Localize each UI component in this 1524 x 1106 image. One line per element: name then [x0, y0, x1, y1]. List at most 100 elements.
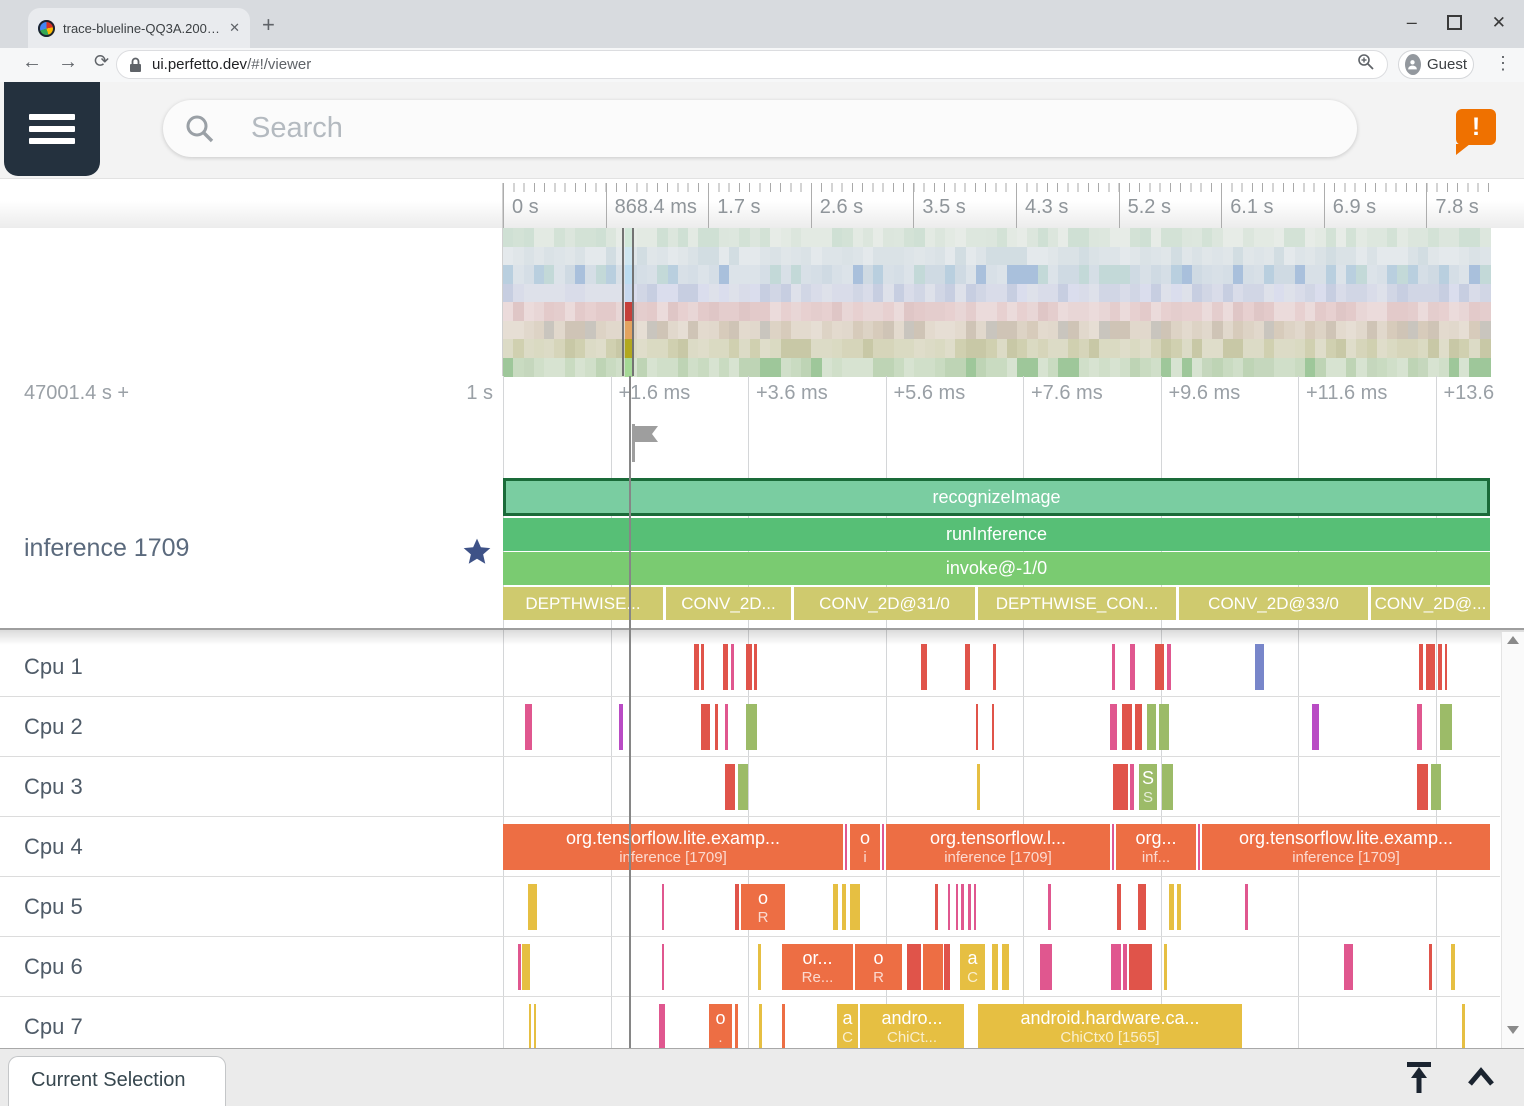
- cpu-slice[interactable]: [1135, 704, 1142, 750]
- cpu-slice[interactable]: [921, 644, 927, 690]
- window-minimize-icon[interactable]: –: [1406, 12, 1417, 32]
- new-tab-button[interactable]: +: [262, 12, 275, 37]
- cpu-slice[interactable]: [1129, 944, 1152, 990]
- cpu-slice[interactable]: [1431, 764, 1441, 810]
- cpu-slice[interactable]: [1155, 644, 1164, 690]
- cpu-slice[interactable]: [1417, 704, 1422, 750]
- tab-current-selection[interactable]: Current Selection: [8, 1056, 226, 1106]
- cpu-slice[interactable]: [1177, 884, 1181, 930]
- op-slice[interactable]: DEPTHWISE_CON...: [978, 587, 1176, 620]
- cpu-slice[interactable]: [977, 764, 980, 810]
- cpu-slice[interactable]: [1462, 1004, 1465, 1050]
- cpu-slice[interactable]: [1438, 644, 1442, 690]
- cpu-slice[interactable]: [1113, 764, 1128, 810]
- cpu-slice[interactable]: [715, 704, 718, 750]
- address-bar[interactable]: ui.perfetto.dev/#!/viewer: [116, 50, 1388, 79]
- cpu-slice[interactable]: andro... ChiCt...: [860, 1004, 964, 1050]
- cpu-slice[interactable]: [662, 944, 664, 990]
- cpu-slice[interactable]: [1344, 944, 1353, 990]
- cpu-slice[interactable]: [1130, 764, 1134, 810]
- cpu-slice[interactable]: [1429, 944, 1432, 990]
- cpu-slice[interactable]: [1110, 704, 1117, 750]
- cpu-slice[interactable]: org... inf...: [1116, 824, 1196, 870]
- cpu-slice[interactable]: or... Re...: [782, 944, 853, 990]
- cpu-slice[interactable]: [1426, 644, 1435, 690]
- cpu-slice[interactable]: [882, 824, 884, 870]
- cpu-slice[interactable]: [1440, 704, 1452, 750]
- span-slice-runinference[interactable]: runInference: [503, 518, 1490, 551]
- cpu-slice[interactable]: [694, 644, 699, 690]
- cpu-slice[interactable]: [1167, 644, 1171, 690]
- cpu-slice[interactable]: [1112, 644, 1115, 690]
- cpu-slice[interactable]: org.tensorflow.l... inference [1709]: [886, 824, 1110, 870]
- browser-menu-icon[interactable]: ⋮: [1494, 53, 1512, 73]
- expand-panel-icon[interactable]: [1462, 1059, 1500, 1097]
- op-slice[interactable]: CONV_2D@31/0: [794, 587, 975, 620]
- pin-star-icon[interactable]: [461, 536, 493, 568]
- cpu-slice[interactable]: [754, 644, 757, 690]
- cpu-slice[interactable]: [758, 944, 761, 990]
- cpu-slice[interactable]: [850, 884, 860, 930]
- cpu-slice[interactable]: [731, 644, 734, 690]
- cpu-slice[interactable]: [1147, 704, 1156, 750]
- cpu-slice[interactable]: [662, 884, 664, 930]
- cpu-slice[interactable]: [1112, 824, 1114, 870]
- search-input[interactable]: Search: [163, 100, 1357, 157]
- span-slice-recognizeimage[interactable]: recognizeImage: [503, 478, 1490, 516]
- cpu-slice[interactable]: [935, 884, 938, 930]
- cpu-slice[interactable]: [525, 704, 532, 750]
- op-slice[interactable]: CONV_2D...: [666, 587, 791, 620]
- cpu-slice[interactable]: [1002, 944, 1009, 990]
- cpu-slice[interactable]: [529, 1004, 531, 1050]
- op-slice[interactable]: CONV_2D@33/0: [1179, 587, 1368, 620]
- forward-icon[interactable]: →: [58, 51, 78, 73]
- cpu-slice[interactable]: [845, 824, 847, 870]
- span-slice-invoke[interactable]: invoke@-1/0: [503, 552, 1490, 585]
- cpu-slice[interactable]: [619, 704, 623, 750]
- cpu-slice[interactable]: [528, 884, 537, 930]
- cpu-slice[interactable]: [1130, 644, 1135, 690]
- cpu-slice[interactable]: [833, 884, 838, 930]
- cpu-slice[interactable]: [1198, 824, 1200, 870]
- cpu-slice[interactable]: [782, 1004, 785, 1050]
- cpu-slice[interactable]: [1164, 944, 1167, 990]
- cpu-slice[interactable]: [735, 884, 739, 930]
- cpu-slice[interactable]: [1117, 884, 1121, 930]
- cpu-slice[interactable]: [735, 1004, 738, 1050]
- cpu-slice[interactable]: [1048, 884, 1051, 930]
- trace-overview-minimap[interactable]: [503, 228, 1491, 377]
- cpu-slice[interactable]: [518, 944, 521, 990]
- cpu-slice[interactable]: [992, 704, 994, 750]
- op-slice[interactable]: CONV_2D@...: [1371, 587, 1490, 620]
- cpu-slice[interactable]: [956, 884, 958, 930]
- vertical-scrollbar[interactable]: [1501, 632, 1524, 1048]
- minimap-viewport-line[interactable]: [632, 228, 634, 376]
- error-report-icon[interactable]: !: [1456, 109, 1496, 155]
- window-close-icon[interactable]: ✕: [1491, 12, 1506, 32]
- cpu-slice[interactable]: [1169, 884, 1174, 930]
- cpu-slice[interactable]: [961, 884, 964, 930]
- cpu-slice[interactable]: [923, 944, 943, 990]
- cpu-slice[interactable]: [1312, 704, 1319, 750]
- cpu-slice[interactable]: [1245, 884, 1248, 930]
- timeline-ruler[interactable]: 0 s 868.4 ms 1.7 s 2.6 s 3.5 s 4.3 s 5.2 s 6.1 …: [0, 183, 1524, 228]
- cpu-slice[interactable]: [976, 704, 978, 750]
- cpu-slice[interactable]: [944, 944, 950, 990]
- cpu-slice[interactable]: org.tensorflow.lite.examp... inference [1…: [1202, 824, 1490, 870]
- cpu-slice[interactable]: [974, 884, 976, 930]
- scroll-up-icon[interactable]: [1507, 636, 1519, 644]
- op-slice[interactable]: DEPTHWISE...: [503, 587, 663, 620]
- cpu-slice[interactable]: [1111, 944, 1121, 990]
- cpu-slice[interactable]: [746, 644, 752, 690]
- sidebar-menu-button[interactable]: [4, 82, 100, 176]
- scroll-down-icon[interactable]: [1507, 1026, 1519, 1034]
- cpu-slice[interactable]: [968, 884, 971, 930]
- cpu-slice[interactable]: [1419, 644, 1423, 690]
- back-icon[interactable]: ←: [22, 51, 42, 73]
- reload-icon[interactable]: ⟳: [94, 51, 110, 71]
- flag-marker-icon[interactable]: [632, 424, 662, 462]
